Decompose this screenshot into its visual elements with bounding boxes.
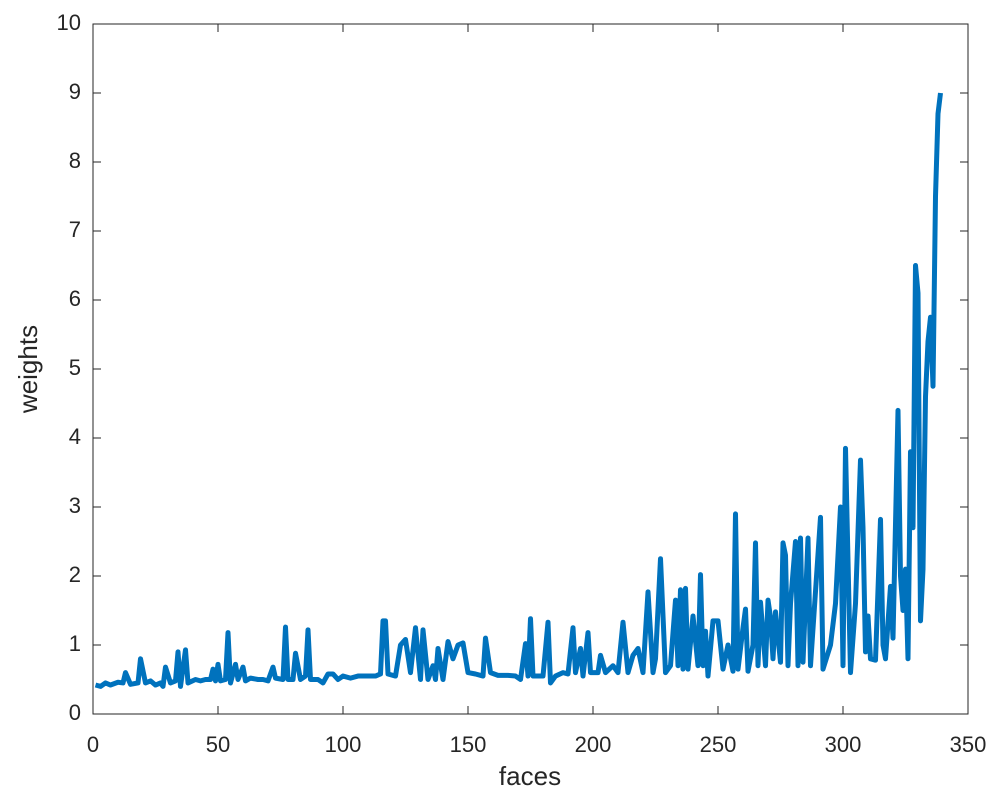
y-tick-label: 1 <box>69 631 81 656</box>
y-tick-label: 6 <box>69 286 81 311</box>
x-tick-label: 200 <box>575 732 612 757</box>
x-tick-label: 0 <box>87 732 99 757</box>
y-tick-label: 2 <box>69 562 81 587</box>
x-tick-label: 50 <box>206 732 230 757</box>
y-tick-label: 3 <box>69 493 81 518</box>
x-tick-label: 100 <box>325 732 362 757</box>
y-tick-label: 10 <box>57 10 81 35</box>
x-axis-label: faces <box>499 761 561 791</box>
y-tick-label: 9 <box>69 79 81 104</box>
y-tick-label: 4 <box>69 424 81 449</box>
x-tick-label: 300 <box>825 732 862 757</box>
y-tick-label: 7 <box>69 217 81 242</box>
y-axis-label: weights <box>13 325 43 414</box>
x-tick-label: 250 <box>700 732 737 757</box>
y-tick-label: 5 <box>69 355 81 380</box>
x-tick-label: 150 <box>450 732 487 757</box>
x-tick-label: 350 <box>950 732 987 757</box>
data-line <box>94 92 943 689</box>
y-tick-label: 8 <box>69 148 81 173</box>
y-tick-label: 0 <box>69 700 81 725</box>
